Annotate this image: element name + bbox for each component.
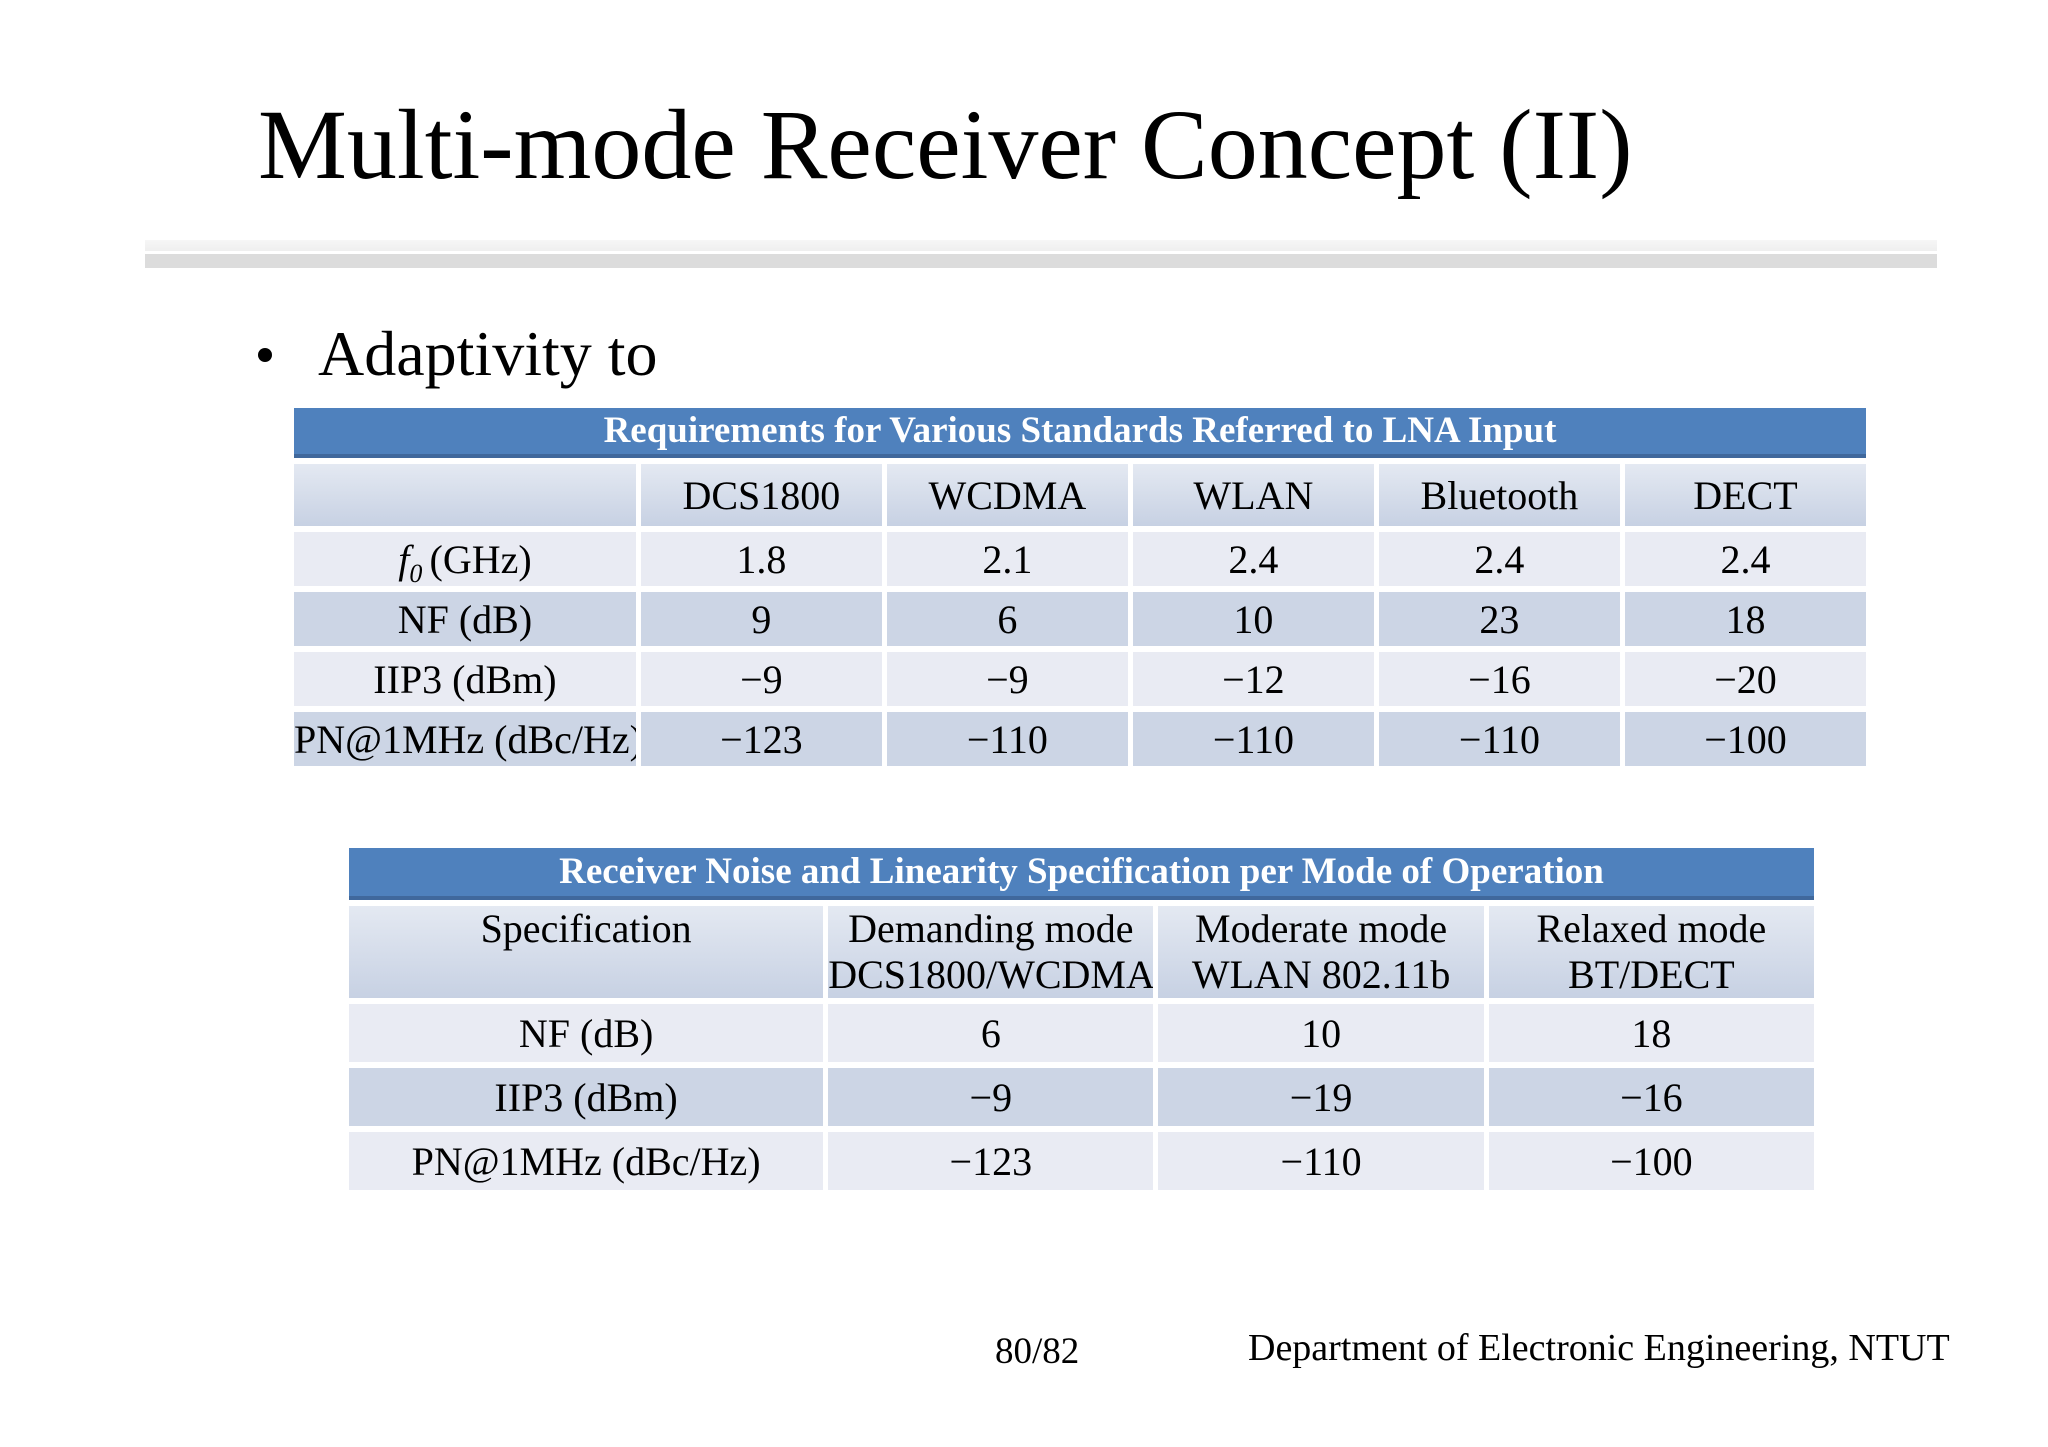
col-wlan: WLAN xyxy=(1132,464,1374,526)
row-label-pn: PN@1MHz (dBc/Hz) xyxy=(294,712,636,766)
col-dcs1800: DCS1800 xyxy=(640,464,882,526)
cell: −12 xyxy=(1132,652,1374,706)
title-divider-dark xyxy=(145,254,1937,268)
specification-table-grid: Specification Demanding mode DCS1800/WCDM… xyxy=(344,900,1819,1196)
cell: −9 xyxy=(886,652,1128,706)
bullet-text: Adaptivity to xyxy=(318,318,658,389)
cell: 18 xyxy=(1624,592,1866,646)
cell: 18 xyxy=(1488,1004,1814,1062)
cell: 6 xyxy=(828,1004,1154,1062)
cell: −110 xyxy=(886,712,1128,766)
col-moderate-mode: Moderate mode WLAN 802.11b xyxy=(1158,906,1484,998)
bullet-icon xyxy=(258,348,272,362)
cell: −123 xyxy=(640,712,882,766)
cell: −20 xyxy=(1624,652,1866,706)
row-label-f0: f0 (GHz) xyxy=(294,532,636,586)
table-row: PN@1MHz (dBc/Hz) −123 −110 −100 xyxy=(349,1132,1814,1190)
cell: 2.4 xyxy=(1378,532,1620,586)
cell: −110 xyxy=(1132,712,1374,766)
cell: −100 xyxy=(1624,712,1866,766)
row-label-nf: NF (dB) xyxy=(294,592,636,646)
cell: −9 xyxy=(828,1068,1154,1126)
table-row: NF (dB) 6 10 18 xyxy=(349,1004,1814,1062)
cell: 1.8 xyxy=(640,532,882,586)
cell: 2.4 xyxy=(1132,532,1374,586)
table-row: IIP3 (dBm) −9 −9 −12 −16 −20 xyxy=(294,652,1866,706)
table-row: PN@1MHz (dBc/Hz) −123 −110 −110 −110 −10… xyxy=(294,712,1866,766)
cell: −9 xyxy=(640,652,882,706)
col-specification: Specification xyxy=(349,906,824,998)
cell: 6 xyxy=(886,592,1128,646)
cell: −19 xyxy=(1158,1068,1484,1126)
cell: −110 xyxy=(1158,1132,1484,1190)
requirements-table-title: Requirements for Various Standards Refer… xyxy=(294,408,1866,458)
table-row: f0 (GHz) 1.8 2.1 2.4 2.4 2.4 xyxy=(294,532,1866,586)
row-label-iip3: IIP3 (dBm) xyxy=(349,1068,824,1126)
specification-header-row: Specification Demanding mode DCS1800/WCDM… xyxy=(349,906,1814,998)
col-demanding-mode: Demanding mode DCS1800/WCDMA xyxy=(828,906,1154,998)
col-blank xyxy=(294,464,636,526)
cell: 10 xyxy=(1158,1004,1484,1062)
cell: 10 xyxy=(1132,592,1374,646)
specification-table-title: Receiver Noise and Linearity Specificati… xyxy=(349,848,1814,900)
requirements-table-grid: DCS1800 WCDMA WLAN Bluetooth DECT f0 (GHz… xyxy=(289,458,1871,772)
col-wcdma: WCDMA xyxy=(886,464,1128,526)
cell: −16 xyxy=(1378,652,1620,706)
cell: −110 xyxy=(1378,712,1620,766)
title-divider-light xyxy=(145,240,1937,251)
cell: 23 xyxy=(1378,592,1620,646)
col-relaxed-mode: Relaxed mode BT/DECT xyxy=(1488,906,1814,998)
cell: −100 xyxy=(1488,1132,1814,1190)
table-row: IIP3 (dBm) −9 −19 −16 xyxy=(349,1068,1814,1126)
cell: 9 xyxy=(640,592,882,646)
footer-department: Department of Electronic Engineering, NT… xyxy=(1248,1327,1950,1369)
table-row: NF (dB) 9 6 10 23 18 xyxy=(294,592,1866,646)
bullet-line: Adaptivity to xyxy=(258,316,658,393)
row-label-nf: NF (dB) xyxy=(349,1004,824,1062)
col-dect: DECT xyxy=(1624,464,1866,526)
specification-table: Receiver Noise and Linearity Specificati… xyxy=(349,848,1814,1196)
cell: −123 xyxy=(828,1132,1154,1190)
cell: −16 xyxy=(1488,1068,1814,1126)
requirements-header-row: DCS1800 WCDMA WLAN Bluetooth DECT xyxy=(294,464,1866,526)
page-title: Multi-mode Receiver Concept (II) xyxy=(258,89,1633,200)
requirements-table: Requirements for Various Standards Refer… xyxy=(294,408,1866,772)
page-number: 80/82 xyxy=(995,1331,1080,1372)
cell: 2.4 xyxy=(1624,532,1866,586)
cell: 2.1 xyxy=(886,532,1128,586)
row-label-iip3: IIP3 (dBm) xyxy=(294,652,636,706)
col-bluetooth: Bluetooth xyxy=(1378,464,1620,526)
row-label-pn: PN@1MHz (dBc/Hz) xyxy=(349,1132,824,1190)
